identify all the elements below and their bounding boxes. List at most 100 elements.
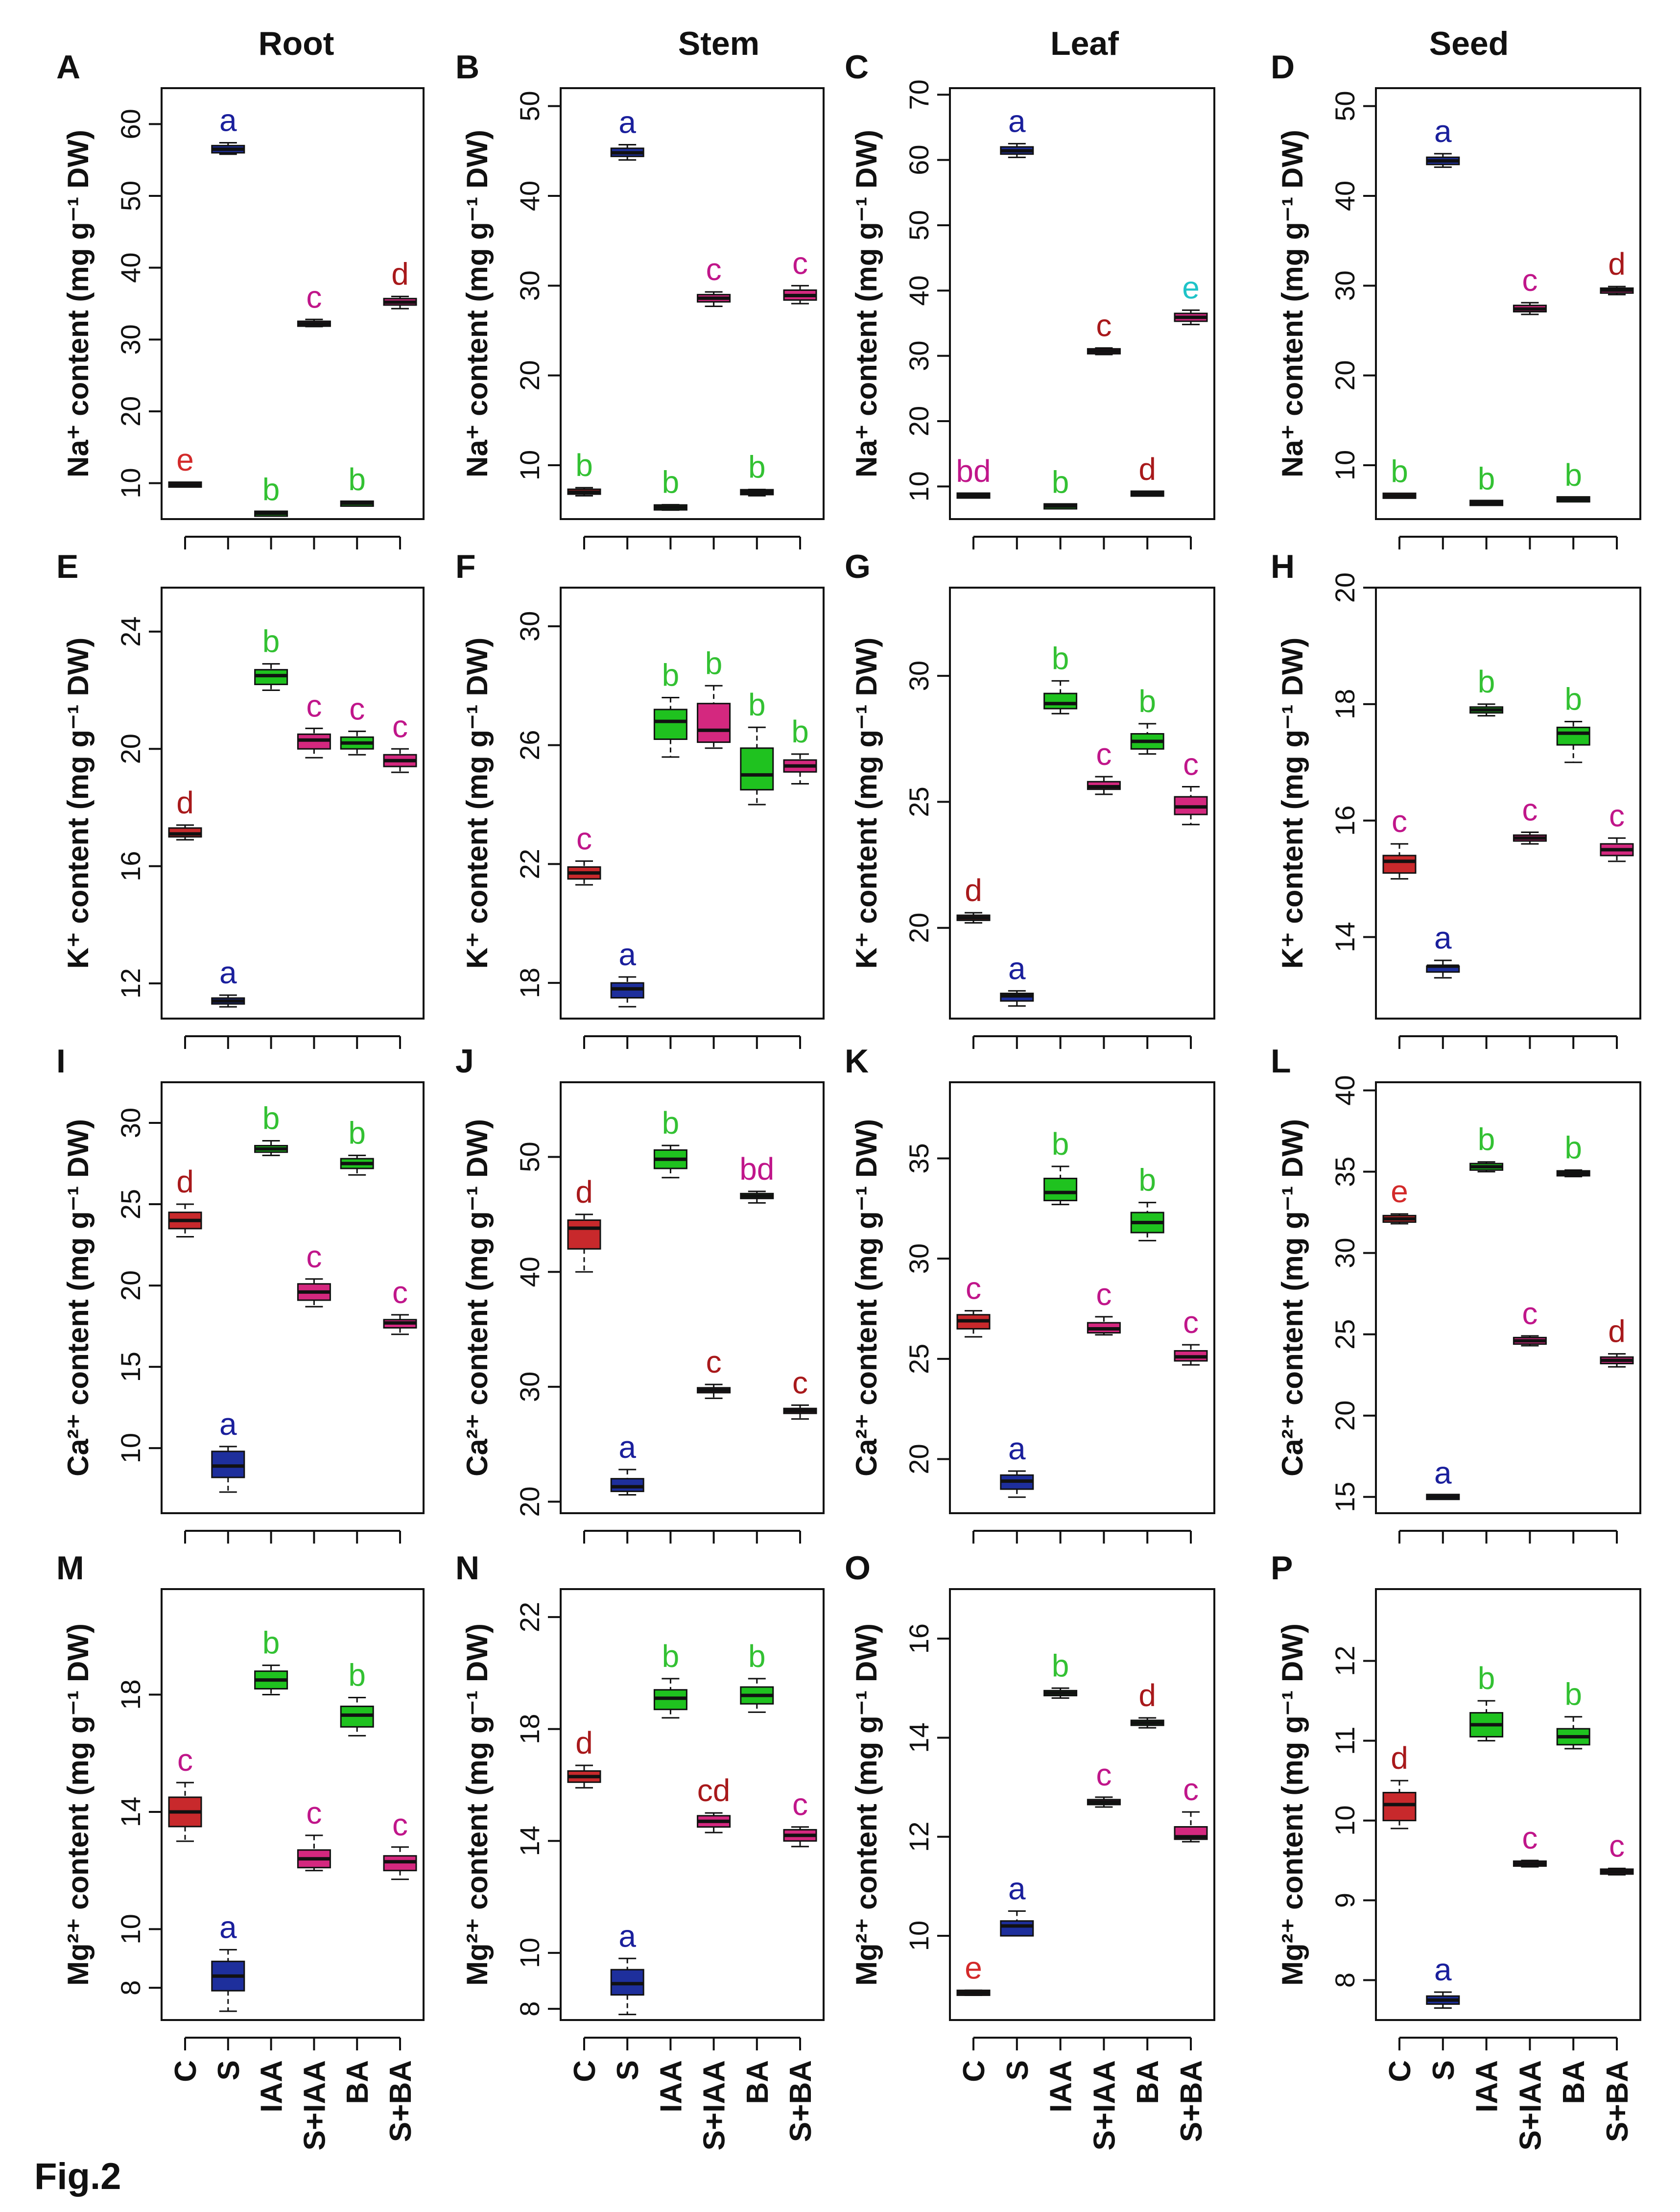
panel-label: O bbox=[845, 1549, 871, 1587]
y-tick-label: 50 bbox=[115, 181, 146, 211]
significance-letter: bd bbox=[956, 453, 991, 489]
box-ba bbox=[340, 500, 374, 507]
y-tick-label: 60 bbox=[903, 145, 934, 175]
significance-letter: b bbox=[1478, 1122, 1495, 1157]
y-tick-label: 18 bbox=[514, 968, 545, 998]
box-s-ba bbox=[1600, 837, 1634, 862]
y-axis-label: Mg²⁺ content (mg g⁻¹ DW) bbox=[62, 1623, 95, 1986]
y-tick-label: 10 bbox=[903, 471, 934, 501]
box-ba bbox=[340, 1154, 374, 1176]
significance-letter: a bbox=[618, 937, 636, 972]
y-tick-label: 15 bbox=[115, 1352, 146, 1382]
y-tick-label: 18 bbox=[514, 1714, 545, 1744]
box-iaa bbox=[1043, 503, 1078, 510]
category-label-s-iaa: S+IAA bbox=[298, 2060, 331, 2150]
significance-letter: d bbox=[1608, 246, 1626, 282]
box-iaa bbox=[1043, 1165, 1078, 1206]
box-s-iaa bbox=[1513, 831, 1547, 845]
y-tick-label: 16 bbox=[1329, 806, 1360, 836]
significance-letter: b bbox=[791, 714, 809, 749]
significance-letter: d bbox=[575, 1725, 593, 1760]
box-s-ba bbox=[1600, 1353, 1634, 1368]
y-tick-label: 20 bbox=[115, 734, 146, 764]
box-c bbox=[168, 1782, 202, 1842]
box-s bbox=[610, 1469, 644, 1496]
significance-letter: c bbox=[1096, 308, 1112, 343]
significance-letter: c bbox=[1522, 262, 1538, 298]
y-tick-label: 22 bbox=[514, 1602, 545, 1632]
y-tick-label: 30 bbox=[903, 341, 934, 371]
significance-letter: a bbox=[1008, 1871, 1026, 1906]
y-tick-label: 20 bbox=[903, 1444, 934, 1474]
significance-letter: e bbox=[1391, 1174, 1408, 1209]
significance-letter: b bbox=[705, 645, 723, 681]
box-s-iaa bbox=[297, 1834, 331, 1872]
box-c bbox=[567, 1764, 601, 1789]
significance-letter: a bbox=[219, 1406, 237, 1442]
significance-letter: a bbox=[1434, 1455, 1452, 1490]
y-tick-label: 18 bbox=[115, 1679, 146, 1710]
y-tick-label: 40 bbox=[514, 181, 545, 211]
y-tick-label: 50 bbox=[1329, 91, 1360, 121]
panel-a: A 10 20 30 40 50 60 Na⁺ content (mg g⁻¹ DW) e a b c… bbox=[56, 48, 425, 549]
significance-letter: b bbox=[748, 450, 766, 485]
box-s-iaa bbox=[1513, 302, 1547, 315]
box-ba bbox=[740, 1190, 774, 1204]
panel-n: N 8 10 14 18 22 Mg²⁺ content (mg g⁻¹ DW) C S IAA S… bbox=[455, 1549, 825, 2150]
y-axis-label: K⁺ content (mg g⁻¹ DW) bbox=[461, 638, 494, 969]
box-s-iaa bbox=[1513, 1335, 1547, 1347]
box-s-iaa bbox=[1087, 1316, 1121, 1336]
significance-letter: c bbox=[1392, 804, 1407, 839]
y-tick-label: 35 bbox=[903, 1143, 934, 1173]
significance-letter: b bbox=[1564, 1677, 1582, 1712]
plot-frame bbox=[560, 87, 825, 520]
significance-letter: a bbox=[1008, 1431, 1026, 1466]
y-tick-label: 8 bbox=[115, 1980, 146, 1996]
y-tick-label: 30 bbox=[514, 1372, 545, 1402]
significance-letter: c bbox=[792, 1787, 808, 1822]
y-tick-label: 25 bbox=[903, 1344, 934, 1374]
category-label-s-ba: S+BA bbox=[384, 2060, 418, 2142]
plot-frame bbox=[1375, 1588, 1641, 2021]
significance-letter: b bbox=[662, 1639, 680, 1674]
y-tick-label: 30 bbox=[514, 270, 545, 301]
significance-letter: b bbox=[1564, 457, 1582, 493]
box-c bbox=[1382, 1780, 1417, 1830]
box-s bbox=[1426, 153, 1460, 168]
y-tick-label: 20 bbox=[1329, 1401, 1360, 1431]
significance-letter: c bbox=[1096, 1757, 1112, 1792]
box-s-iaa bbox=[697, 1812, 731, 1833]
plot-frame bbox=[949, 1081, 1215, 1514]
box-s bbox=[610, 144, 644, 161]
category-label-c: C bbox=[1383, 2060, 1417, 2082]
box-s bbox=[211, 142, 245, 155]
y-tick-label: 22 bbox=[514, 849, 545, 879]
box-iaa bbox=[1469, 1700, 1504, 1742]
significance-letter: d bbox=[1608, 1314, 1626, 1349]
category-label-c: C bbox=[568, 2060, 602, 2082]
y-tick-label: 40 bbox=[514, 1257, 545, 1287]
box-ba bbox=[740, 726, 774, 806]
box-iaa bbox=[1043, 1687, 1078, 1699]
panel-label: L bbox=[1271, 1043, 1291, 1080]
box-s-ba bbox=[1174, 1811, 1208, 1843]
significance-letter: b bbox=[1564, 682, 1582, 717]
box-ba bbox=[1130, 490, 1164, 497]
box-s-iaa bbox=[697, 291, 731, 307]
panel-label: N bbox=[455, 1549, 479, 1587]
box-s-ba bbox=[1174, 309, 1208, 326]
plot-frame bbox=[161, 1588, 425, 2021]
box-ba bbox=[1130, 1202, 1164, 1241]
y-axis-label: Ca²⁺ content (mg g⁻¹ DW) bbox=[461, 1119, 494, 1476]
box-s-iaa bbox=[1087, 1796, 1121, 1808]
significance-letter: d bbox=[965, 873, 982, 908]
y-tick-label: 15 bbox=[1329, 1482, 1360, 1512]
panel-label: I bbox=[56, 1043, 66, 1080]
panel-label: H bbox=[1271, 548, 1295, 585]
significance-letter: c bbox=[706, 252, 722, 287]
significance-letter: b bbox=[1138, 684, 1156, 719]
panel-m: M 8 10 14 18 Mg²⁺ content (mg g⁻¹ DW) C S IAA S+I… bbox=[56, 1549, 425, 2150]
significance-letter: cd bbox=[697, 1773, 731, 1808]
y-axis-label: K⁺ content (mg g⁻¹ DW) bbox=[1276, 638, 1309, 969]
